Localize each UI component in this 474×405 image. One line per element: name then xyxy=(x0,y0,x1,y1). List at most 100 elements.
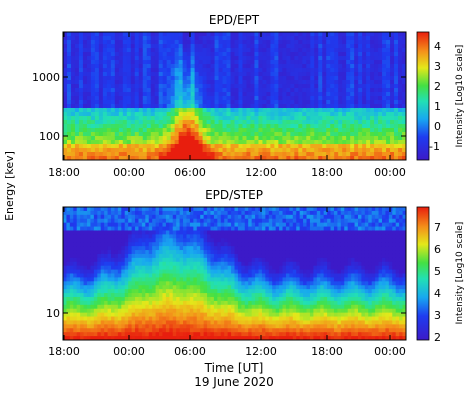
heatmap-cell xyxy=(166,140,172,145)
heatmap-cell xyxy=(190,48,196,53)
heatmap-cell xyxy=(138,242,143,247)
heatmap-cell xyxy=(178,112,184,117)
heatmap-cell xyxy=(334,148,339,153)
heatmap-cell xyxy=(261,285,266,290)
heatmap-cell xyxy=(402,68,406,73)
heatmap-cell xyxy=(370,104,375,109)
heatmap-cell xyxy=(206,120,212,125)
heatmap-cell xyxy=(366,36,371,41)
heatmap-cell xyxy=(114,140,120,145)
heatmap-cell xyxy=(214,100,220,105)
heatmap-cell xyxy=(80,332,85,337)
heatmap-cell xyxy=(76,210,81,216)
heatmap-cell xyxy=(237,253,242,259)
heatmap-cell xyxy=(159,222,164,228)
heatmap-cell xyxy=(66,257,71,263)
heatmap-cell xyxy=(224,293,229,298)
heatmap-cell xyxy=(251,210,256,216)
heatmap-cell xyxy=(238,76,244,81)
heatmap-cell xyxy=(122,156,128,160)
heatmap-cell xyxy=(117,242,122,247)
heatmap-cell xyxy=(98,32,104,37)
heatmap-cell xyxy=(231,222,236,228)
heatmap-cell xyxy=(128,250,133,255)
heatmap-cell xyxy=(226,132,232,137)
heatmap-cell xyxy=(131,277,136,282)
heatmap-cell xyxy=(330,84,335,89)
heatmap-cell xyxy=(169,238,174,243)
heatmap-cell xyxy=(162,230,167,235)
heatmap-cell xyxy=(98,120,104,125)
heatmap-cell xyxy=(278,56,283,61)
heatmap-cell xyxy=(100,214,105,220)
heatmap-cell xyxy=(306,104,311,109)
heatmap-cell xyxy=(98,104,104,109)
heatmap-cell xyxy=(261,238,266,243)
heatmap-cell xyxy=(244,304,249,310)
heatmap-cell xyxy=(382,120,387,125)
heatmap-cell xyxy=(98,72,104,77)
heatmap-cell xyxy=(250,108,256,113)
heatmap-cell xyxy=(394,56,399,61)
heatmap-cell xyxy=(234,100,240,105)
heatmap-cell xyxy=(374,124,379,129)
heatmap-cell xyxy=(158,60,164,65)
heatmap-cell xyxy=(190,60,196,65)
heatmap-cell xyxy=(198,96,204,101)
heatmap-cell xyxy=(378,64,383,69)
heatmap-cell xyxy=(182,104,188,109)
heatmap-cell xyxy=(314,104,319,109)
heatmap-cell xyxy=(302,64,307,69)
heatmap-cell xyxy=(234,72,240,77)
heatmap-cell xyxy=(230,100,236,105)
heatmap-cell xyxy=(318,88,323,93)
heatmap-cell xyxy=(402,92,406,97)
heatmap-cell xyxy=(165,336,170,340)
heatmap-cell xyxy=(302,80,307,85)
heatmap-cell xyxy=(162,257,167,263)
heatmap-cell xyxy=(169,281,174,286)
heatmap-cell xyxy=(265,261,270,267)
heatmap-cell xyxy=(145,222,150,228)
heatmap-cell xyxy=(330,144,335,149)
heatmap-cell xyxy=(131,336,136,340)
heatmap-cell xyxy=(82,48,88,53)
heatmap-cell xyxy=(244,230,249,235)
heatmap-cell xyxy=(73,277,78,282)
heatmap-cell xyxy=(290,60,295,65)
heatmap-cell xyxy=(246,36,252,41)
heatmap-cell xyxy=(279,281,284,286)
heatmap-cell xyxy=(358,32,363,37)
heatmap-cell xyxy=(142,44,148,49)
heatmap-cell xyxy=(258,293,263,298)
heatmap-cell xyxy=(182,72,188,77)
heatmap-cell xyxy=(76,261,81,267)
heatmap-cell xyxy=(237,281,242,286)
heatmap-cell xyxy=(207,273,212,279)
heatmap-cell xyxy=(330,52,335,57)
heatmap-cell xyxy=(261,308,266,314)
heatmap-cell xyxy=(118,156,124,160)
heatmap-cell xyxy=(138,84,144,89)
heatmap-cell xyxy=(170,104,176,109)
heatmap-cell xyxy=(220,238,225,243)
heatmap-cell xyxy=(382,96,387,101)
heatmap-cell xyxy=(402,84,406,89)
heatmap-cell xyxy=(226,104,232,109)
heatmap-cell xyxy=(159,273,164,279)
heatmap-cell xyxy=(182,152,188,157)
heatmap-cell xyxy=(152,312,157,318)
heatmap-cell xyxy=(159,238,164,243)
heatmap-cell xyxy=(174,104,180,109)
heatmap-cell xyxy=(402,116,406,121)
heatmap-cell xyxy=(244,222,249,228)
heatmap-cell xyxy=(294,40,299,45)
heatmap-cell xyxy=(148,269,153,275)
heatmap-cell xyxy=(178,76,184,81)
heatmap-cell xyxy=(122,64,128,69)
heatmap-cell xyxy=(374,104,379,109)
heatmap-cell xyxy=(182,80,188,85)
heatmap-cell xyxy=(162,207,167,212)
heatmap-cell xyxy=(117,218,122,224)
heatmap-cell xyxy=(248,296,253,302)
